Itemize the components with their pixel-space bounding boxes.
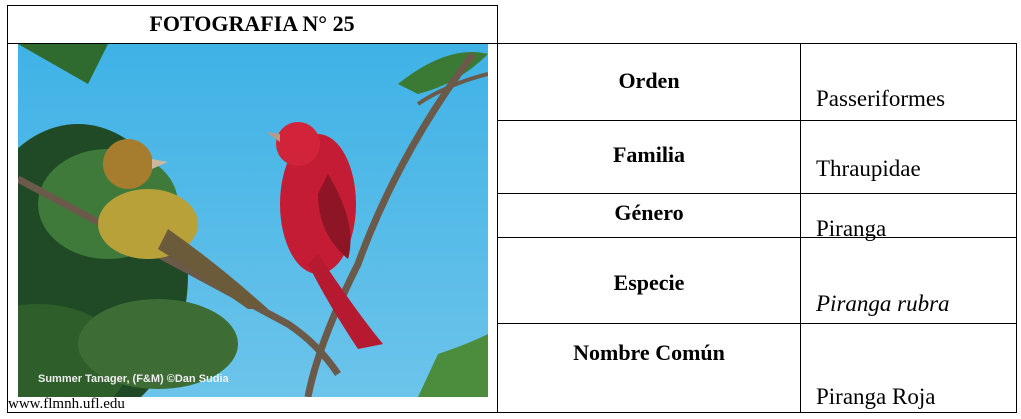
photo (18, 44, 488, 397)
border (497, 237, 1016, 238)
row-label: Nombre Común (573, 340, 725, 365)
photo-credit: www.flmnh.ufl.edu (8, 396, 125, 412)
title: FOTOGRAFIA N° 25 (149, 11, 355, 36)
border (497, 120, 1016, 121)
row-value: Passeriformes (816, 86, 946, 111)
border (800, 43, 801, 413)
border (497, 5, 498, 413)
border (7, 412, 1016, 413)
border (7, 5, 8, 413)
border (7, 43, 1016, 44)
row-value: Piranga rubra (816, 291, 950, 316)
photo-caption: Summer Tanager, (F&M) ©Dan Sudia (38, 373, 229, 385)
row-label: Familia (612, 142, 686, 167)
border (7, 5, 497, 6)
row-value: Piranga Roja (816, 384, 936, 409)
border (497, 193, 1016, 194)
border (1016, 43, 1017, 413)
row-value: Thraupidae (816, 156, 921, 181)
row-label: Género (614, 200, 684, 225)
row-value: Piranga (816, 216, 887, 241)
row-label: Orden (618, 68, 680, 93)
border (497, 323, 1016, 324)
row-label: Especie (613, 270, 685, 295)
